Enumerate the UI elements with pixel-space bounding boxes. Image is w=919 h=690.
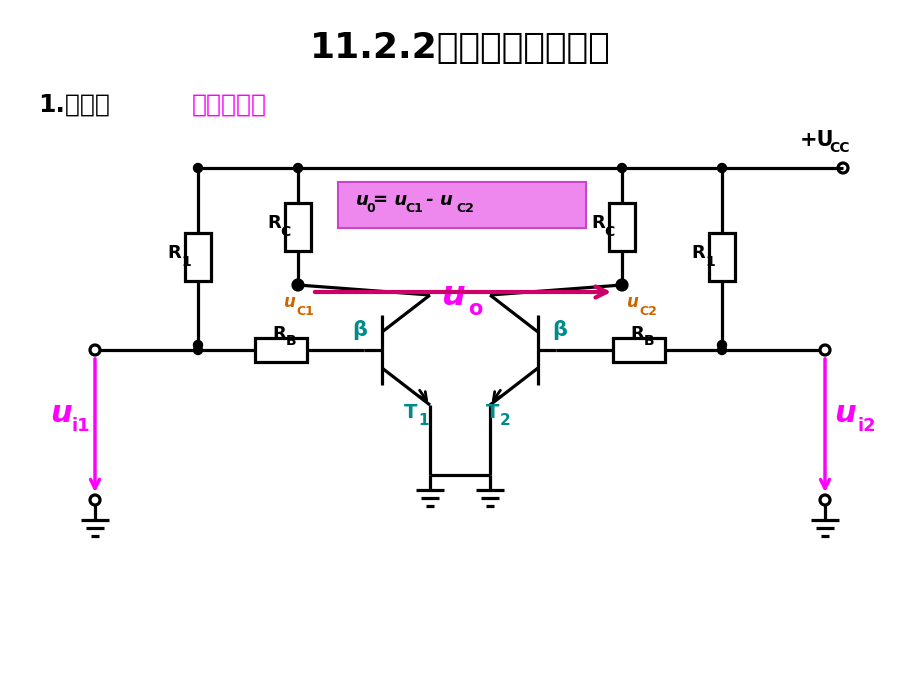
Circle shape — [717, 346, 726, 355]
Text: R: R — [167, 244, 181, 262]
Bar — [185, 233, 210, 281]
Text: +U: +U — [800, 130, 834, 150]
Bar — [285, 202, 311, 250]
Circle shape — [617, 281, 626, 290]
Text: R: R — [690, 244, 704, 262]
Text: u: u — [284, 293, 296, 311]
Circle shape — [717, 164, 726, 172]
Text: u: u — [834, 399, 855, 428]
Circle shape — [717, 340, 726, 350]
Text: 11.2.2基本型差动放大器: 11.2.2基本型差动放大器 — [310, 31, 609, 65]
Text: β: β — [552, 320, 567, 340]
Text: i2: i2 — [857, 417, 876, 435]
Text: i1: i1 — [72, 417, 90, 435]
Text: R: R — [267, 213, 280, 232]
Text: C: C — [604, 224, 614, 239]
FancyBboxPatch shape — [337, 182, 585, 228]
Text: C2: C2 — [639, 305, 656, 318]
Text: R: R — [272, 325, 286, 343]
Text: C: C — [280, 224, 290, 239]
Text: β: β — [352, 320, 367, 340]
Text: u: u — [441, 279, 465, 312]
Text: 0: 0 — [366, 202, 374, 215]
Text: - u: - u — [420, 191, 452, 209]
Text: 1: 1 — [181, 255, 191, 268]
Circle shape — [193, 164, 202, 172]
Text: R: R — [591, 213, 605, 232]
Text: B: B — [286, 334, 296, 348]
Circle shape — [193, 346, 202, 355]
Text: T: T — [485, 402, 499, 422]
Circle shape — [293, 281, 302, 290]
Bar — [709, 233, 734, 281]
Text: B: B — [643, 334, 653, 348]
Circle shape — [617, 164, 626, 172]
Text: C2: C2 — [456, 202, 473, 215]
Text: 2: 2 — [499, 413, 510, 428]
Circle shape — [293, 164, 302, 172]
Text: u: u — [627, 293, 638, 311]
Text: u: u — [50, 399, 72, 428]
Text: o: o — [468, 299, 482, 319]
Circle shape — [193, 340, 202, 350]
Text: C1: C1 — [404, 202, 423, 215]
Text: C1: C1 — [296, 305, 313, 318]
Text: u: u — [356, 191, 369, 209]
Bar — [255, 338, 307, 362]
Bar — [612, 338, 664, 362]
Text: = u: = u — [372, 191, 407, 209]
Text: 1.结构：: 1.结构： — [38, 93, 109, 117]
Text: CC: CC — [828, 141, 848, 155]
Text: T: T — [403, 402, 417, 422]
Text: 1: 1 — [705, 255, 714, 268]
Text: R: R — [630, 325, 643, 343]
Text: 1: 1 — [417, 413, 428, 428]
Text: 对称性结构: 对称性结构 — [192, 93, 267, 117]
Bar — [608, 202, 634, 250]
